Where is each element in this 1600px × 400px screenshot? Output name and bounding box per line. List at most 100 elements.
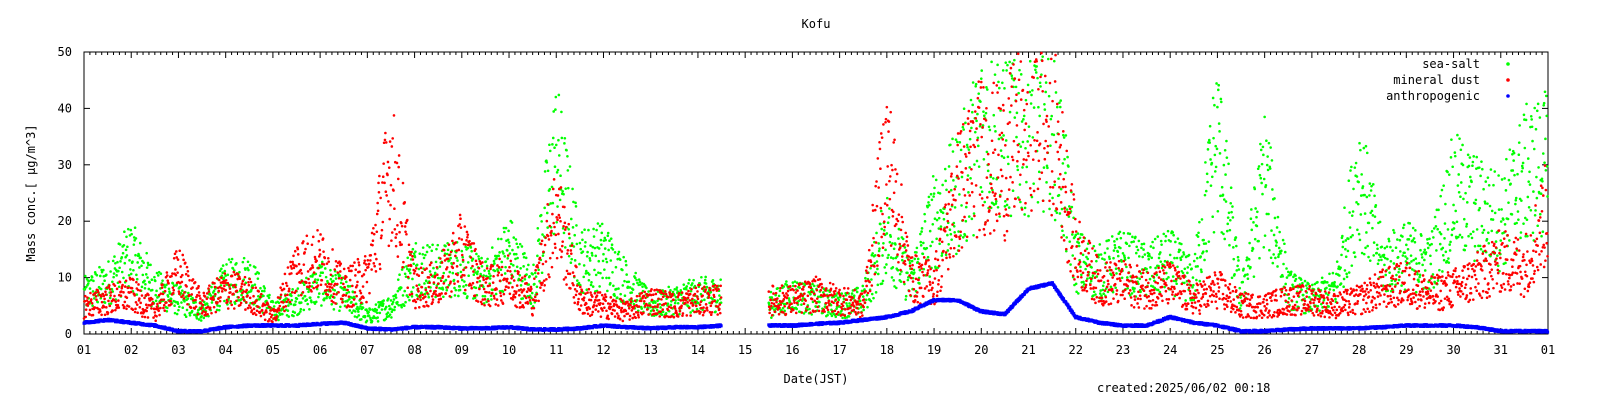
data-point	[900, 258, 904, 262]
data-point	[232, 292, 235, 296]
data-point	[568, 165, 572, 168]
data-point	[391, 137, 394, 140]
data-point	[317, 292, 321, 295]
data-point	[516, 245, 520, 249]
data-point	[177, 290, 181, 293]
data-point	[133, 239, 136, 242]
data-point	[380, 228, 384, 232]
data-point	[1093, 249, 1097, 253]
data-point	[607, 276, 611, 280]
data-point	[118, 243, 122, 246]
data-point	[367, 314, 371, 317]
data-point	[1159, 239, 1163, 243]
data-point	[677, 298, 680, 301]
data-point	[513, 295, 517, 299]
data-point	[100, 270, 104, 274]
data-point	[460, 238, 464, 241]
data-point	[155, 305, 159, 308]
data-point	[1402, 226, 1405, 230]
data-point	[490, 298, 493, 301]
data-point	[108, 288, 112, 291]
x-tick-label: 05	[266, 343, 280, 357]
data-point	[1344, 255, 1348, 259]
data-point	[299, 293, 303, 297]
data-point	[858, 299, 862, 303]
data-point	[552, 178, 556, 181]
data-point	[1443, 237, 1446, 240]
data-point	[1545, 114, 1549, 118]
data-point	[574, 201, 577, 205]
data-point	[525, 281, 528, 285]
data-point	[449, 256, 452, 260]
data-point	[506, 254, 510, 257]
data-point	[419, 298, 422, 302]
data-point	[1339, 282, 1343, 285]
data-point	[995, 200, 998, 203]
data-point	[408, 268, 412, 271]
data-point	[550, 265, 554, 269]
data-point	[115, 274, 118, 277]
data-point	[605, 260, 609, 264]
data-point	[271, 320, 274, 324]
data-point	[1345, 272, 1348, 276]
data-point	[441, 288, 445, 291]
data-point	[1123, 256, 1126, 259]
data-point	[1441, 270, 1444, 273]
data-point	[88, 287, 92, 290]
data-point	[436, 282, 440, 286]
data-point	[606, 231, 610, 235]
data-point	[398, 230, 401, 234]
data-point	[1265, 163, 1269, 167]
data-point	[1271, 261, 1275, 265]
data-point	[83, 294, 87, 298]
data-point	[260, 308, 264, 312]
data-point	[431, 300, 434, 304]
data-point	[800, 303, 803, 306]
data-point	[798, 286, 801, 290]
data-point	[669, 289, 672, 292]
data-point	[360, 301, 363, 305]
data-point	[1343, 269, 1347, 272]
data-point	[1113, 246, 1117, 250]
data-point	[520, 245, 524, 248]
data-point	[550, 185, 554, 189]
data-point	[372, 262, 376, 265]
data-point	[193, 307, 197, 310]
data-point	[1004, 139, 1008, 142]
data-point	[1499, 239, 1503, 242]
data-point	[436, 243, 440, 247]
data-point	[1006, 155, 1010, 159]
data-point	[208, 292, 212, 295]
data-point	[129, 268, 132, 271]
data-point	[552, 221, 555, 225]
data-point	[218, 304, 221, 308]
data-point	[449, 250, 453, 254]
data-point	[1545, 165, 1549, 168]
data-point	[693, 298, 696, 302]
data-point	[499, 294, 503, 298]
data-point	[1482, 187, 1485, 191]
data-point	[541, 233, 544, 236]
data-point	[92, 279, 95, 283]
data-point	[944, 253, 948, 257]
data-point	[827, 310, 830, 314]
data-point	[885, 196, 889, 200]
data-point	[339, 270, 342, 273]
data-point	[666, 302, 670, 306]
data-point	[325, 296, 328, 300]
data-point	[888, 240, 892, 244]
data-point	[430, 249, 434, 253]
data-point	[310, 290, 313, 293]
data-point	[396, 278, 400, 281]
data-point	[432, 266, 435, 270]
data-point	[457, 294, 460, 298]
data-point	[585, 288, 589, 292]
data-point	[1235, 244, 1238, 248]
data-point	[1311, 283, 1314, 287]
data-point	[535, 285, 539, 289]
data-point	[1316, 304, 1320, 308]
data-point	[1519, 236, 1522, 240]
data-point	[1068, 240, 1072, 243]
data-point	[994, 202, 998, 205]
data-point	[534, 299, 538, 302]
